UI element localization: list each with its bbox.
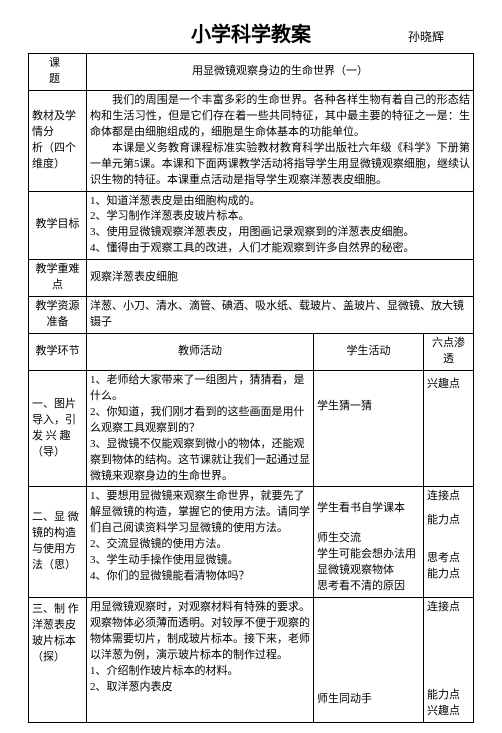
sec2-points: 连接点 能力点 思考点 能力点 bbox=[424, 487, 474, 598]
label-analysis-l2: 析（四个维度） bbox=[32, 141, 83, 173]
sec1-l4: （导） bbox=[32, 445, 83, 461]
sec1-t2: 2、你知道，我们刚才看到的这些画面是用什么观察工具观察到的？ bbox=[90, 405, 310, 437]
sec2-l4: 法（思） bbox=[32, 558, 83, 574]
value-analysis: 我们的周围是一个丰富多彩的生命世界。各种各样生物有着自己的形态结构和生活习性，但… bbox=[87, 90, 474, 191]
sec3-r3: 兴趣点 bbox=[427, 704, 470, 720]
value-difficulty: 观察洋葱表皮细胞 bbox=[87, 260, 474, 297]
sec1-teacher: 1、老师给大家带来了一组图片，猜猜看，是什么。 2、你知道，我们刚才看到的这些画… bbox=[87, 370, 314, 487]
author-name: 孙晓辉 bbox=[408, 28, 444, 45]
label-goals: 教学目标 bbox=[29, 191, 87, 260]
sec1-student: 学生猜一猜 bbox=[314, 370, 424, 487]
sec1-l3: 发 兴 趣 bbox=[32, 429, 83, 445]
label-analysis-l1: 教材及学情分 bbox=[32, 109, 83, 141]
sec3-r2: 能力点 bbox=[427, 688, 470, 704]
lesson-plan-table: 课 题 用显微镜观察身边的生命世界（一） 教材及学情分 析（四个维度） 我们的周… bbox=[28, 53, 474, 723]
sec2-student: 学生看书自学课本 师生交流 学生可能会想办法用显微镜观察物体 思考看不清的原因 bbox=[314, 487, 424, 598]
value-goals: 1、知道洋葱表皮是由细胞构成的。 2、学习制作洋葱表皮玻片标本。 3、使用显微镜… bbox=[87, 191, 474, 260]
sec1-s1: 学生猜一猜 bbox=[317, 399, 420, 415]
analysis-p2: 本课是义务教育课程标准实验教材教育科学出版社六年级《科学》下册第一单元第5课。本… bbox=[90, 141, 470, 189]
sec2-t2: 2、交流显微镜的使用方法。 bbox=[90, 537, 310, 553]
sec1-points: 兴趣点 bbox=[424, 370, 474, 487]
sec3-s1: 师生同动手 bbox=[317, 692, 420, 708]
sec3-l2: 洋葱表皮 bbox=[32, 618, 83, 634]
sec3-t2: 1、介绍制作玻片标本的材料。 bbox=[90, 664, 310, 680]
col-head-teacher: 教师活动 bbox=[87, 334, 314, 371]
goal-4: 4、懂得由于观察工具的改进，人们才能观察到许多自然界的秘密。 bbox=[90, 241, 470, 257]
sec3-label: 三、制 作 洋葱表皮 玻片标本 （探） bbox=[29, 598, 87, 723]
sec1-l2: 导入，引 bbox=[32, 413, 83, 429]
sec1-l1: 一、图片 bbox=[32, 397, 83, 413]
sec2-r3: 思考点 bbox=[427, 551, 470, 567]
goal-1: 1、知道洋葱表皮是由细胞构成的。 bbox=[90, 194, 470, 210]
sec2-l2: 镜的构造 bbox=[32, 526, 83, 542]
sec2-l3: 与使用方 bbox=[32, 542, 83, 558]
sec3-l1: 三、制 作 bbox=[32, 602, 83, 618]
col-head-points: 六点渗透 bbox=[424, 334, 474, 371]
sec2-l1: 二、显 微 bbox=[32, 510, 83, 526]
analysis-p1: 我们的周围是一个丰富多彩的生命世界。各种各样生物有着自己的形态结构和生活习性，但… bbox=[90, 93, 470, 141]
label-difficulty: 教学重难点 bbox=[29, 260, 87, 297]
sec3-l4: （探） bbox=[32, 650, 83, 666]
sec2-label: 二、显 微 镜的构造 与使用方 法（思） bbox=[29, 487, 87, 598]
sec2-r2: 能力点 bbox=[427, 513, 470, 529]
sec2-t4: 4、你们的显微镜能看清物体吗？ bbox=[90, 569, 310, 585]
sec2-s2: 师生交流 bbox=[317, 531, 420, 547]
value-resources: 洋葱、小刀、清水、滴管、碘酒、吸水纸、载玻片、盖玻片、显微镜、放大镜 镊子 bbox=[87, 297, 474, 334]
sec2-teacher: 1、要想用显微镜来观察生命世界，就要先了解显微镜的构造，掌握它的使用方法。请同学… bbox=[87, 487, 314, 598]
sec3-points: 连接点 能力点 兴趣点 bbox=[424, 598, 474, 723]
label-resources: 教学资源准备 bbox=[29, 297, 87, 334]
goal-3: 3、使用显微镜观察洋葱表皮，用图画记录观察到的洋葱表皮细胞。 bbox=[90, 225, 470, 241]
sec3-student: 师生同动手 bbox=[314, 598, 424, 723]
sec2-r1: 连接点 bbox=[427, 489, 470, 505]
sec2-r4: 能力点 bbox=[427, 567, 470, 583]
sec1-label: 一、图片 导入，引 发 兴 趣 （导） bbox=[29, 370, 87, 487]
goal-2: 2、学习制作洋葱表皮玻片标本。 bbox=[90, 209, 470, 225]
label-topic: 课 题 bbox=[29, 54, 87, 91]
sec2-t1: 1、要想用显微镜来观察生命世界，就要先了解显微镜的构造，掌握它的使用方法。请同学… bbox=[90, 489, 310, 537]
sec3-l3: 玻片标本 bbox=[32, 634, 83, 650]
sec2-t3: 3、学生动手操作使用显微镜。 bbox=[90, 553, 310, 569]
sec3-r1: 连接点 bbox=[427, 600, 470, 616]
sec2-s1: 学生看书自学课本 bbox=[317, 501, 420, 517]
sec3-t1: 用显微镜观察时，对观察材料有特殊的要求。观察物体必须薄而透明。对较厚不便于观察的… bbox=[90, 600, 310, 664]
sec1-t3: 3、显微镜不仅能观察到微小的物体，还能观察到物体的结构。这节课就让我们一起通过显… bbox=[90, 437, 310, 485]
sec3-teacher: 用显微镜观察时，对观察材料有特殊的要求。观察物体必须薄而透明。对较厚不便于观察的… bbox=[87, 598, 314, 723]
page-title: 小学科学教案 bbox=[191, 18, 311, 47]
sec1-r1: 兴趣点 bbox=[427, 377, 470, 393]
label-analysis: 教材及学情分 析（四个维度） bbox=[29, 90, 87, 191]
sec1-t1: 1、老师给大家带来了一组图片，猜猜看，是什么。 bbox=[90, 373, 310, 405]
sec3-t3: 2、取洋葱内表皮 bbox=[90, 680, 310, 696]
value-topic: 用显微镜观察身边的生命世界（一） bbox=[87, 54, 474, 91]
sec2-s3: 学生可能会想办法用显微镜观察物体 bbox=[317, 547, 420, 579]
sec2-s4: 思考看不清的原因 bbox=[317, 579, 420, 595]
col-head-student: 学生活动 bbox=[314, 334, 424, 371]
col-head-step: 教学环节 bbox=[29, 334, 87, 371]
